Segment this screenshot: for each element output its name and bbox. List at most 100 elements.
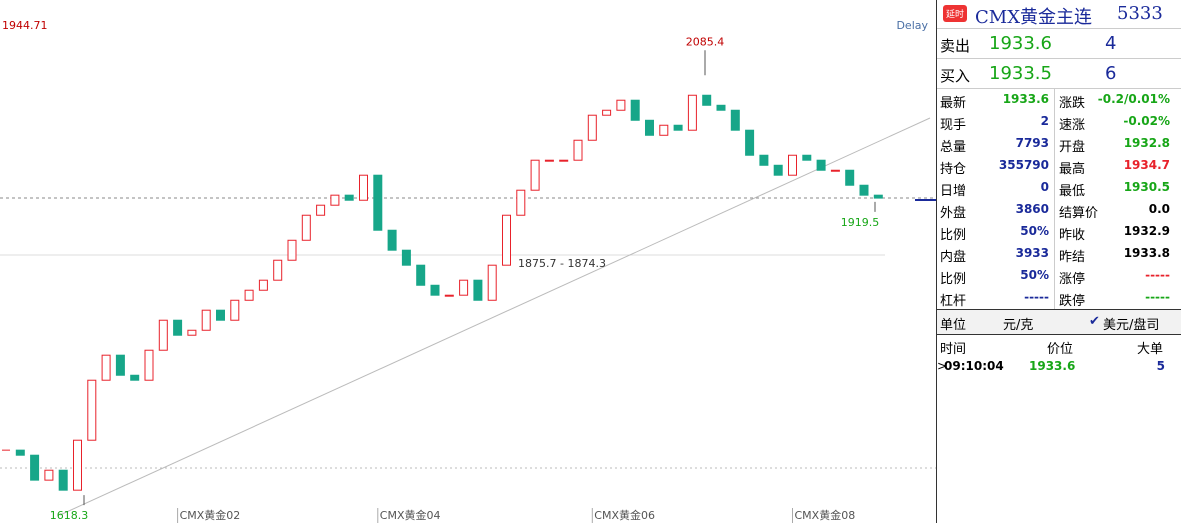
stats: 最新 1933.6 涨跌 -0.2/0.01% 现手 2 速涨 -0.02% 总量 7793 开盘 1… <box>937 89 1181 310</box>
axis-label: 1944.71 <box>2 19 48 32</box>
candle <box>502 214 511 266</box>
candle <box>158 319 168 351</box>
candle <box>702 94 712 106</box>
candle <box>416 264 426 286</box>
quote-panel: 延时 CMX黄金主连 5333 卖出 1933.6 4 买入 1933.5 6 最新 1933.6 涨… <box>936 0 1181 523</box>
candle <box>15 449 25 456</box>
candle <box>773 164 783 176</box>
candle <box>187 329 197 336</box>
stat-label: 涨停 <box>1059 272 1086 287</box>
quote-row: 卖出 1933.6 4 <box>937 29 1181 59</box>
stat-label: 最新 <box>940 96 967 111</box>
trade-volume: 5 <box>1156 359 1165 373</box>
candle <box>144 349 154 381</box>
quote-volume: 4 <box>1105 33 1117 54</box>
stat-value: 0 <box>1040 180 1049 194</box>
candle <box>716 104 726 111</box>
candle <box>258 279 268 291</box>
stat-label: 最高 <box>1059 162 1086 177</box>
candle <box>115 354 125 376</box>
candle <box>859 184 869 196</box>
stat-value: 0.0 <box>1148 202 1170 216</box>
x-tick-label: CMX黄金08 <box>795 508 856 522</box>
candle <box>101 354 111 381</box>
stat-value: 1933.6 <box>1002 92 1049 106</box>
stat-label: 速涨 <box>1059 118 1086 133</box>
stat-label: 比例 <box>940 228 967 243</box>
candle <box>130 374 140 381</box>
column-header: 大单 <box>1137 342 1164 357</box>
trend-line <box>59 117 931 516</box>
trade-row: >09:10:04 1933.6 5 <box>937 357 1181 377</box>
code: 5333 <box>1117 3 1163 24</box>
unit-label: 单位 <box>940 318 967 333</box>
extreme-label: 1618.3 <box>50 509 89 522</box>
candle <box>316 204 326 216</box>
unit-option: 美元/盘司 <box>1103 318 1160 333</box>
candle <box>330 194 340 206</box>
quote-label: 卖出 <box>940 37 971 55</box>
units-row: 单位 元/克 ✔ 美元/盘司 <box>937 310 1181 335</box>
candle <box>788 154 797 176</box>
stat-label: 开盘 <box>1059 140 1086 155</box>
x-tick-label: CMX黄金02 <box>180 508 241 522</box>
candle <box>344 194 354 201</box>
candle <box>230 299 240 321</box>
trade-time: 09:10:04 <box>944 359 1004 373</box>
stat-label: 现手 <box>940 118 967 133</box>
divider <box>1054 89 1055 309</box>
stat-value: 1933.8 <box>1123 246 1170 260</box>
x-tick-label: CMX黄金04 <box>380 508 441 522</box>
badge: 延时 <box>943 5 968 22</box>
candle <box>444 294 454 297</box>
stat-label: 涨跌 <box>1059 96 1086 111</box>
stat-label: 跌停 <box>1059 294 1086 309</box>
candle <box>30 454 40 481</box>
extreme-label: 2085.4 <box>686 35 725 48</box>
stat-value: 2 <box>1040 114 1049 128</box>
stat-label: 杠杆 <box>940 294 967 309</box>
chart: 1944.71 Delay 1875.7 - 1874.3 CMX黄金02 CMX… <box>0 19 936 523</box>
stat-label: 外盘 <box>940 206 967 221</box>
panel-header: 延时 CMX黄金主连 5333 <box>937 0 1181 29</box>
candle <box>830 169 840 172</box>
candle <box>544 159 554 162</box>
quote-price: 1933.5 <box>989 63 1052 84</box>
quote-label: 买入 <box>940 67 971 85</box>
stat-label: 昨收 <box>1059 228 1086 243</box>
stat-value: 355790 <box>998 158 1049 172</box>
extreme-label: 1919.5 <box>841 216 880 229</box>
candle <box>201 309 211 331</box>
x-tick-label: CMX黄金06 <box>594 508 655 522</box>
unit-check: ✔ <box>1089 314 1100 329</box>
stat-value: -0.2/0.01% <box>1097 92 1170 106</box>
unit-option: 元/克 <box>1003 318 1034 333</box>
candle <box>287 239 297 261</box>
quote-row: 买入 1933.5 6 <box>937 59 1181 89</box>
candle <box>373 174 383 231</box>
candle <box>602 109 612 116</box>
candle <box>516 189 526 216</box>
stat-label: 持仓 <box>940 162 967 177</box>
candle <box>473 279 483 301</box>
candle <box>802 154 812 161</box>
stat-value: 50% <box>1020 268 1049 282</box>
candle <box>87 379 97 441</box>
stat-label: 比例 <box>940 272 967 287</box>
candle <box>58 469 68 491</box>
stat-value: ----- <box>1024 290 1049 304</box>
stat-value: 3933 <box>1015 246 1049 260</box>
stat-value: 1932.8 <box>1123 136 1170 150</box>
candle <box>745 129 755 156</box>
title: CMX黄金主连 <box>975 7 1093 28</box>
candle <box>630 99 640 121</box>
candle <box>659 124 669 136</box>
candle <box>587 114 597 141</box>
candle <box>244 289 254 301</box>
stat-value: -0.02% <box>1123 114 1170 128</box>
candle <box>673 124 683 131</box>
candle <box>730 109 740 131</box>
stat-value: 50% <box>1020 224 1049 238</box>
stat-value: 3860 <box>1015 202 1049 216</box>
